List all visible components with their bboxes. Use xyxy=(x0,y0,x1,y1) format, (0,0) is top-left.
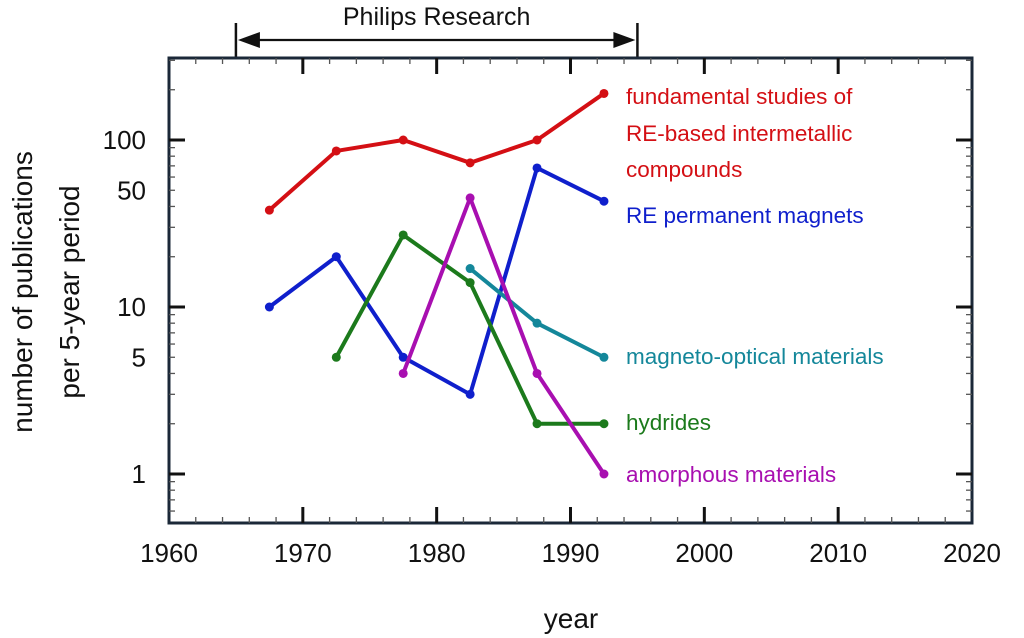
data-point-hydrides xyxy=(599,419,609,429)
annotation-arrowhead-right xyxy=(613,32,636,48)
series-magneto-optical-materials xyxy=(465,264,609,362)
data-point-fundamental-studies-of-re-based-intermetallic-compounds xyxy=(398,135,408,145)
series-label-re-permanent-magnets: RE permanent magnets xyxy=(626,203,864,228)
data-point-re-permanent-magnets xyxy=(398,352,408,362)
philips-research-annotation: Philips Research xyxy=(234,3,639,58)
data-point-amorphous-materials xyxy=(465,193,475,203)
series-label-fundamental-studies-of-re-based-intermetallic-compounds: fundamental studies of xyxy=(626,84,853,109)
y-tick-label: 50 xyxy=(117,175,146,205)
series-label-magneto-optical-materials: magneto-optical materials xyxy=(626,344,884,369)
y-tick-label: 5 xyxy=(132,342,146,372)
y-tick-label: 100 xyxy=(103,125,146,155)
data-point-re-permanent-magnets xyxy=(264,302,274,312)
series-label-amorphous-materials: amorphous materials xyxy=(626,462,836,487)
series-line-amorphous-materials xyxy=(401,195,606,476)
x-tick-label: 1990 xyxy=(542,538,600,568)
series-line-re-permanent-magnets xyxy=(267,165,606,397)
data-point-fundamental-studies-of-re-based-intermetallic-compounds xyxy=(599,88,609,98)
data-point-fundamental-studies-of-re-based-intermetallic-compounds xyxy=(532,135,542,145)
series-line-fundamental-studies-of-re-based-intermetallic-compounds xyxy=(267,91,606,213)
data-point-re-permanent-magnets xyxy=(599,196,609,206)
y-axis-title: number of publications per 5-year period xyxy=(7,151,85,433)
data-point-re-permanent-magnets xyxy=(465,389,475,399)
series-label-hydrides: hydrides xyxy=(626,410,711,435)
x-axis-title: year xyxy=(544,603,598,634)
x-tick-label: 2010 xyxy=(809,538,867,568)
annotation-arrowhead-left xyxy=(237,32,260,48)
series-line-magneto-optical-materials xyxy=(468,266,606,360)
series-labels: fundamental studies of RE-based intermeta… xyxy=(626,84,884,487)
series-hydrides xyxy=(331,230,609,429)
y-tick-label: 1 xyxy=(132,459,146,489)
x-tick-label: 1960 xyxy=(140,538,198,568)
y-axis-title-line-1: number of publications xyxy=(7,151,38,433)
data-point-magneto-optical-materials xyxy=(599,352,609,362)
data-point-hydrides xyxy=(465,278,475,288)
data-point-fundamental-studies-of-re-based-intermetallic-compounds xyxy=(331,146,341,156)
data-point-hydrides xyxy=(398,230,408,240)
x-tick-label: 1980 xyxy=(408,538,466,568)
series-amorphous-materials xyxy=(398,193,609,479)
data-point-hydrides xyxy=(532,419,542,429)
x-tick-label: 2020 xyxy=(943,538,1001,568)
data-point-hydrides xyxy=(331,352,341,362)
data-point-fundamental-studies-of-re-based-intermetallic-compounds xyxy=(465,158,475,168)
x-tick-label: 1970 xyxy=(274,538,332,568)
y-axis-title-line-2: per 5-year period xyxy=(54,185,85,398)
series-label-fundamental-studies-of-re-based-intermetallic-compounds: compounds xyxy=(626,157,742,182)
y-tick-label: 10 xyxy=(117,292,146,322)
y-tick-labels: 1 5 10 50 100 xyxy=(103,125,146,489)
data-point-amorphous-materials xyxy=(532,368,542,378)
data-point-magneto-optical-materials xyxy=(532,318,542,328)
series-fundamental-studies-of-re-based-intermetallic-compounds xyxy=(264,88,609,215)
data-point-amorphous-materials xyxy=(599,469,609,479)
data-point-re-permanent-magnets xyxy=(331,252,341,262)
series-group xyxy=(264,88,609,479)
data-point-fundamental-studies-of-re-based-intermetallic-compounds xyxy=(264,205,274,215)
data-point-amorphous-materials xyxy=(398,368,408,378)
x-tick-labels: 1960 1970 1980 1990 2000 2010 2020 xyxy=(140,538,1001,568)
x-tick-label: 2000 xyxy=(675,538,733,568)
data-point-magneto-optical-materials xyxy=(465,264,475,274)
series-label-fundamental-studies-of-re-based-intermetallic-compounds: RE-based intermetallic xyxy=(626,121,852,146)
data-point-re-permanent-magnets xyxy=(532,163,542,173)
axis-ticks xyxy=(169,58,972,523)
series-re-permanent-magnets xyxy=(264,163,609,399)
annotation-label: Philips Research xyxy=(343,3,531,31)
